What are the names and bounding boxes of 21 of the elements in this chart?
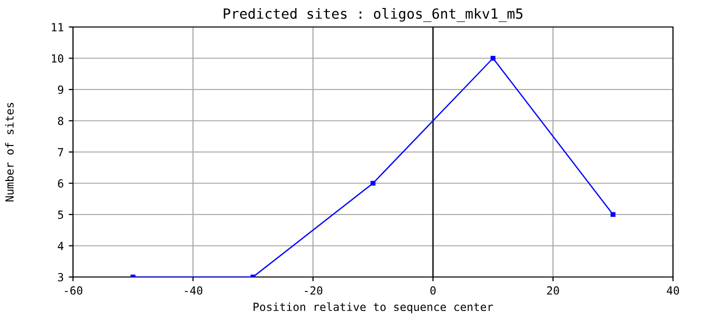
y-tick-label: 8 xyxy=(58,116,64,126)
x-tick-label: 20 xyxy=(547,286,559,295)
point xyxy=(370,180,376,186)
y-tick-label: 10 xyxy=(52,54,64,63)
x-tick-label: 40 xyxy=(666,286,679,295)
chart-title: Predicted sites : oligos_6nt_mkv1_m5 xyxy=(224,8,522,22)
y-tick-label: 9 xyxy=(58,86,64,94)
y-tick-label: 4 xyxy=(58,242,64,250)
y-tick-label: 6 xyxy=(58,179,64,188)
y-tick-label: 7 xyxy=(58,148,64,156)
y-tick-label: 5 xyxy=(58,210,64,219)
y-axis-title: Number of sites xyxy=(5,102,14,202)
x-tick-label: 0 xyxy=(430,286,436,295)
x-tick-label: -20 xyxy=(304,286,322,295)
y-tick-label: 11 xyxy=(52,23,64,32)
y-tick-label: 3 xyxy=(58,273,64,282)
x-tick-label: -60 xyxy=(64,286,82,295)
point xyxy=(490,56,496,61)
point xyxy=(610,212,616,217)
x-axis-title: Position relative to sequence center xyxy=(254,302,493,314)
x-tick-label: -40 xyxy=(184,286,202,295)
